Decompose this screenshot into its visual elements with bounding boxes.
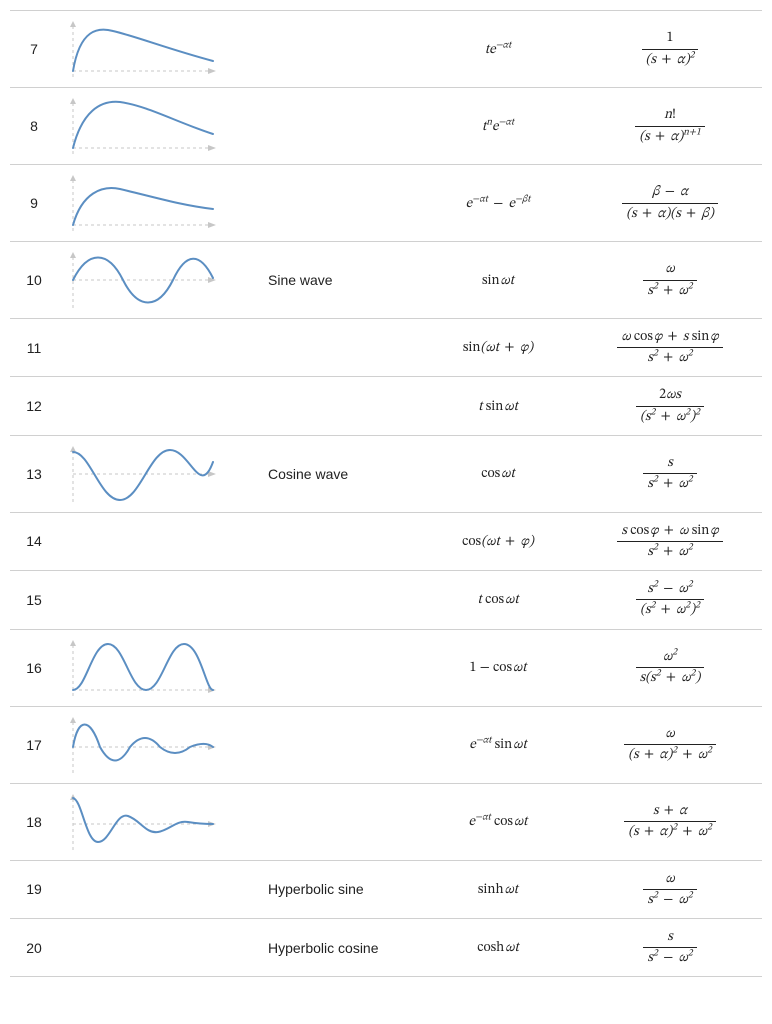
row-number: 14 [10,512,58,570]
time-domain-cell: tne−αt [418,88,578,165]
time-domain-cell: sin(ωt + φ) [418,319,578,377]
graph-cell [58,319,258,377]
function-plot [68,444,218,504]
table-row: 10 Sine wavesin ωtωs2 + ω2 [10,242,762,319]
laplace-domain-cell: ω2s(s2 + ω2) [578,629,762,706]
laplace-domain-cell: β − α(s + α)(s + β) [578,165,762,242]
table-row: 9 e−αt − e−βtβ − α(s + α)(s + β) [10,165,762,242]
time-domain-cell: t sin ωt [418,377,578,435]
graph-cell [58,629,258,706]
row-number: 9 [10,165,58,242]
laplace-domain-cell: ωs2 − ω2 [578,860,762,918]
table-row: 11 sin(ωt + φ)ω cos φ + s sin φs2 + ω2 [10,319,762,377]
laplace-domain-cell: n!(s + α)n+1 [578,88,762,165]
function-name: Hyperbolic cosine [258,918,418,976]
function-name [258,165,418,242]
graph-cell [58,706,258,783]
table-row: 14 cos(ωt + φ)s cos φ + ω sin φs2 + ω2 [10,512,762,570]
graph-cell [58,512,258,570]
row-number: 20 [10,918,58,976]
table-row: 20 Hyperbolic cosinecosh ωtss2 − ω2 [10,918,762,976]
laplace-domain-cell: ss2 + ω2 [578,435,762,512]
table-row: 18 e−αt cos ωts + α(s + α)2 + ω2 [10,783,762,860]
function-name [258,571,418,629]
laplace-domain-cell: ss2 − ω2 [578,918,762,976]
row-number: 12 [10,377,58,435]
table-row: 8 tne−αtn!(s + α)n+1 [10,88,762,165]
laplace-domain-cell: 2ωs(s2 + ω2)2 [578,377,762,435]
laplace-domain-cell: ω cos φ + s sin φs2 + ω2 [578,319,762,377]
function-name [258,783,418,860]
time-domain-cell: t cos ωt [418,571,578,629]
function-name [258,706,418,783]
function-plot [68,638,218,698]
time-domain-cell: cos(ωt + φ) [418,512,578,570]
function-plot [68,715,218,775]
table-row: 16 1 − cos ωtω2s(s2 + ω2) [10,629,762,706]
time-domain-cell: sin ωt [418,242,578,319]
laplace-domain-cell: s + α(s + α)2 + ω2 [578,783,762,860]
row-number: 11 [10,319,58,377]
graph-cell [58,165,258,242]
laplace-domain-cell: s2 − ω2(s2 + ω2)2 [578,571,762,629]
table-row: 7 te−αt1(s + α)2 [10,11,762,88]
table-row: 15 t cos ωts2 − ω2(s2 + ω2)2 [10,571,762,629]
function-plot [68,250,218,310]
time-domain-cell: e−αt − e−βt [418,165,578,242]
graph-cell [58,918,258,976]
row-number: 18 [10,783,58,860]
row-number: 16 [10,629,58,706]
time-domain-cell: cosh ωt [418,918,578,976]
row-number: 15 [10,571,58,629]
function-name [258,512,418,570]
graph-cell [58,242,258,319]
time-domain-cell: te−αt [418,11,578,88]
function-name: Sine wave [258,242,418,319]
function-name [258,88,418,165]
row-number: 13 [10,435,58,512]
function-name: Hyperbolic sine [258,860,418,918]
table-row: 12 t sin ωt2ωs(s2 + ω2)2 [10,377,762,435]
laplace-domain-cell: 1(s + α)2 [578,11,762,88]
laplace-domain-cell: s cos φ + ω sin φs2 + ω2 [578,512,762,570]
table-row: 19 Hyperbolic sinesinh ωtωs2 − ω2 [10,860,762,918]
graph-cell [58,88,258,165]
time-domain-cell: e−αt cos ωt [418,783,578,860]
graph-cell [58,377,258,435]
graph-cell [58,11,258,88]
graph-cell [58,783,258,860]
function-plot [68,19,218,79]
time-domain-cell: e−αt sin ωt [418,706,578,783]
row-number: 19 [10,860,58,918]
function-plot [68,173,218,233]
function-plot [68,96,218,156]
laplace-transform-table: 7 te−αt1(s + α)2 8 tne−αtn!(s + α)n+1 9 e−αt … [10,10,762,977]
function-name [258,319,418,377]
function-name [258,629,418,706]
function-name [258,11,418,88]
time-domain-cell: sinh ωt [418,860,578,918]
function-name [258,377,418,435]
time-domain-cell: cos ωt [418,435,578,512]
graph-cell [58,435,258,512]
table-row: 13 Cosine wavecos ωtss2 + ω2 [10,435,762,512]
laplace-domain-cell: ωs2 + ω2 [578,242,762,319]
row-number: 10 [10,242,58,319]
row-number: 17 [10,706,58,783]
function-name: Cosine wave [258,435,418,512]
time-domain-cell: 1 − cos ωt [418,629,578,706]
graph-cell [58,860,258,918]
laplace-domain-cell: ω(s + α)2 + ω2 [578,706,762,783]
graph-cell [58,571,258,629]
function-plot [68,792,218,852]
table-row: 17 e−αt sin ωtω(s + α)2 + ω2 [10,706,762,783]
row-number: 8 [10,88,58,165]
row-number: 7 [10,11,58,88]
